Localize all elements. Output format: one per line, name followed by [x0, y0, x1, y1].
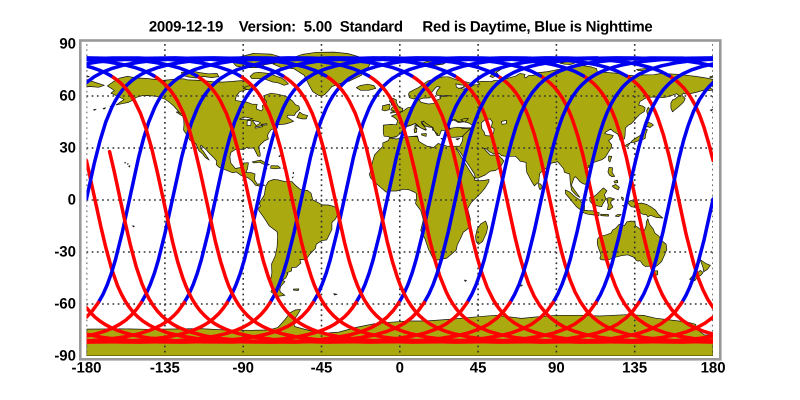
svg-text:-180: -180	[71, 360, 101, 377]
svg-text:-90: -90	[54, 347, 76, 364]
svg-text:135: 135	[622, 360, 647, 377]
svg-text:45: 45	[470, 360, 487, 377]
svg-text:-45: -45	[311, 360, 333, 377]
svg-text:30: 30	[59, 139, 76, 156]
svg-text:0: 0	[396, 360, 404, 377]
svg-text:-60: -60	[54, 295, 76, 312]
svg-text:90: 90	[548, 360, 565, 377]
svg-text:-30: -30	[54, 243, 76, 260]
svg-text:0: 0	[68, 191, 76, 208]
svg-text:-90: -90	[232, 360, 254, 377]
svg-text:180: 180	[701, 360, 726, 377]
svg-text:90: 90	[59, 35, 76, 52]
svg-text:-135: -135	[150, 360, 180, 377]
svg-text:2009-12-19 Version: 5.00: 2009-12-19 Version: 5.00 Standard Red is…	[149, 18, 653, 35]
svg-text:60: 60	[59, 87, 76, 104]
